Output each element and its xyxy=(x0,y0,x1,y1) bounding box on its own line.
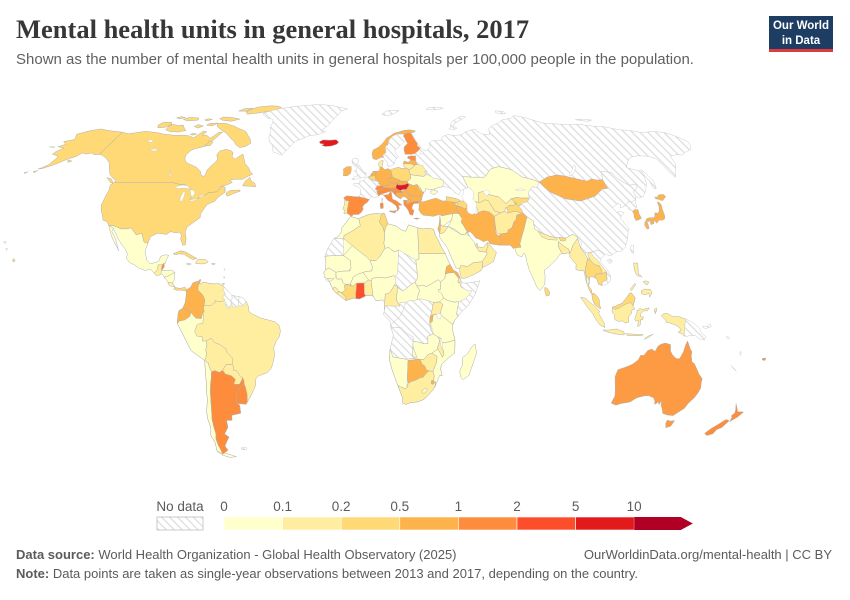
svg-text:5: 5 xyxy=(572,499,580,514)
svg-text:No data: No data xyxy=(156,499,204,514)
svg-text:0: 0 xyxy=(220,499,228,514)
svg-text:0.5: 0.5 xyxy=(390,499,409,514)
svg-text:0.1: 0.1 xyxy=(273,499,292,514)
svg-text:10: 10 xyxy=(627,499,642,514)
svg-text:1: 1 xyxy=(455,499,463,514)
svg-text:0.2: 0.2 xyxy=(332,499,351,514)
svg-text:2: 2 xyxy=(513,499,521,514)
